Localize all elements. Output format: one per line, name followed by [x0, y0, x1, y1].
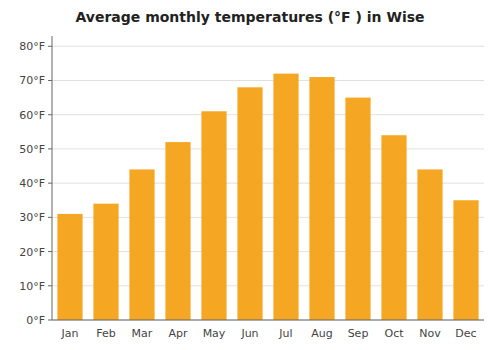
x-axis: Jan Feb Mar Apr May Jun Jul Aug Sep Oct Nov Dec — [61, 327, 477, 340]
grid-line — [52, 46, 484, 47]
tick-mark — [48, 114, 52, 115]
bars — [57, 74, 478, 320]
y-tick-label: 60°F — [19, 109, 45, 122]
bar — [93, 204, 118, 320]
y-tick-label: 50°F — [19, 143, 45, 156]
x-tick-label: Jun — [240, 327, 258, 340]
y-axis: 0°F 10°F 20°F 30°F 40°F 50°F 60°F 70°F 80°F — [19, 40, 484, 327]
bar — [381, 135, 406, 320]
chart-svg: Average monthly temperatures (°F ) in Wi… — [0, 0, 500, 350]
y-tick-label: 0°F — [26, 314, 45, 327]
y-axis-line — [52, 36, 53, 320]
bar — [129, 169, 154, 320]
x-tick-label: Jan — [61, 327, 79, 340]
tick-mark — [48, 251, 52, 252]
y-tick-label: 30°F — [19, 211, 45, 224]
x-tick-label: Feb — [96, 327, 115, 340]
x-tick-label: Apr — [168, 327, 188, 340]
bar — [201, 111, 226, 320]
x-tick-label: Mar — [132, 327, 153, 340]
bar — [417, 169, 442, 320]
y-tick-label: 80°F — [19, 40, 45, 53]
x-axis-line — [52, 320, 484, 321]
grid-line — [52, 80, 484, 81]
y-tick-label: 20°F — [19, 246, 45, 259]
x-tick-label: Oct — [384, 327, 404, 340]
bar — [165, 142, 190, 320]
x-tick-label: May — [203, 327, 226, 340]
tick-mark — [48, 217, 52, 218]
grid-line — [52, 148, 484, 149]
y-tick-label: 70°F — [19, 74, 45, 87]
tick-mark — [48, 285, 52, 286]
tick-mark — [48, 46, 52, 47]
grid-line — [52, 114, 484, 115]
chart-container: Average monthly temperatures (°F ) in Wi… — [0, 0, 500, 350]
x-tick-label: Dec — [455, 327, 476, 340]
x-tick-label: Jul — [278, 327, 292, 340]
title: Average monthly temperatures (°F ) in Wi… — [75, 9, 424, 25]
tick-mark — [48, 148, 52, 149]
tick-mark — [48, 320, 52, 321]
y-tick-label: 40°F — [19, 177, 45, 190]
bar — [345, 98, 370, 320]
y-tick-label: 10°F — [19, 280, 45, 293]
bar — [57, 214, 82, 320]
tick-mark — [48, 80, 52, 81]
x-tick-label: Nov — [419, 327, 441, 340]
bar — [273, 74, 298, 320]
bar — [237, 87, 262, 320]
bar — [453, 200, 478, 320]
grid-line — [52, 320, 484, 321]
tick-mark — [48, 183, 52, 184]
x-tick-label: Aug — [311, 327, 332, 340]
bar — [309, 77, 334, 320]
x-tick-label: Sep — [348, 327, 369, 340]
